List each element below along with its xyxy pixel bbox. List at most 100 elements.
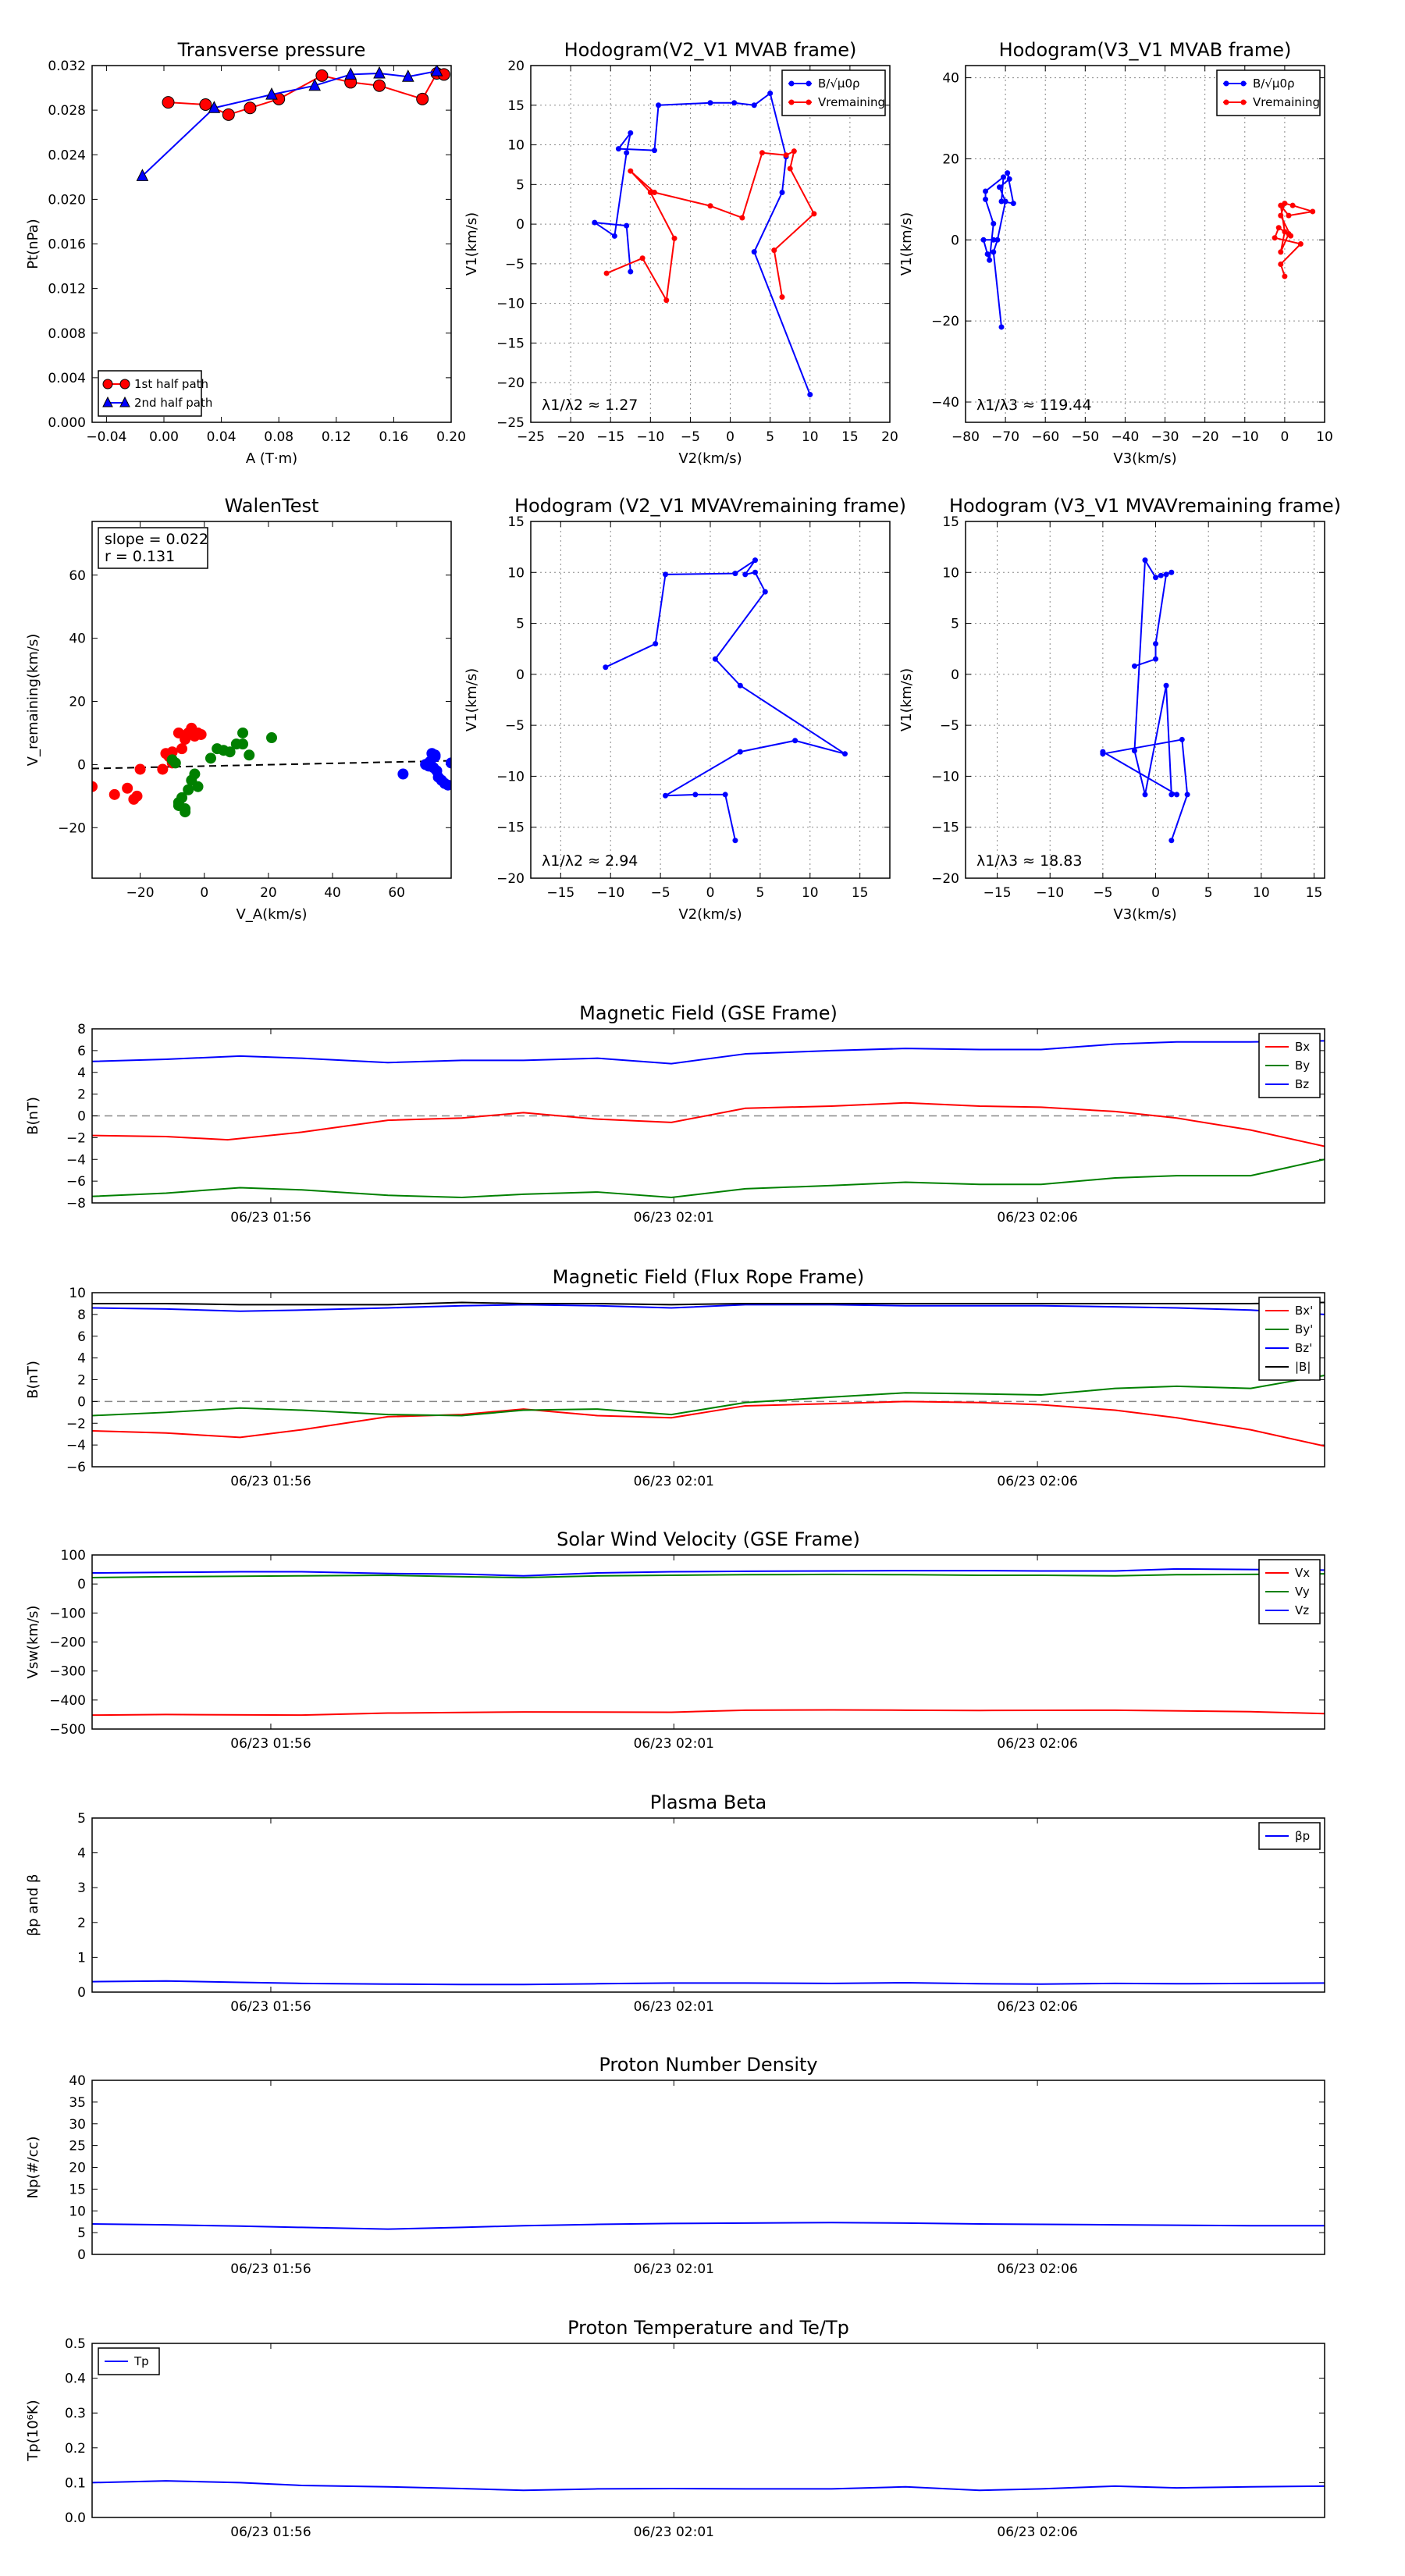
data-point — [983, 196, 989, 202]
data-point — [771, 247, 777, 254]
legend-label: Tp — [133, 2354, 149, 2368]
y-tick-label: −20 — [931, 871, 959, 887]
y-tick-label: 4 — [77, 1846, 86, 1862]
chart-title: Solar Wind Velocity (GSE Frame) — [557, 1528, 860, 1550]
data-point — [222, 108, 235, 121]
x-tick-label: −80 — [951, 429, 980, 445]
legend: 1st half path 2nd half path — [98, 370, 212, 417]
x-axis-label: V3(km/s) — [1113, 906, 1176, 923]
data-point — [373, 79, 386, 92]
y-tick-label: −20 — [931, 314, 959, 329]
data-point — [1163, 571, 1169, 578]
x-tick-label: 5 — [1204, 885, 1213, 901]
data-point — [980, 237, 987, 243]
data-point — [1168, 838, 1175, 844]
y-tick-label: −20 — [496, 375, 525, 391]
y-tick-label: 0 — [77, 2247, 86, 2263]
axes-frame — [965, 65, 1325, 423]
data-point — [416, 92, 429, 105]
scatter-point — [237, 738, 249, 750]
y-tick-label: −10 — [931, 769, 959, 785]
legend: Vx Vy Vz — [1258, 1559, 1321, 1624]
plot-area — [603, 557, 848, 844]
chart-title: Proton Temperature and Te/Tp — [567, 2317, 849, 2339]
data-point — [737, 749, 743, 755]
series-line — [92, 1158, 1325, 1199]
x-axis-label: V3(km/s) — [1113, 450, 1176, 467]
data-point — [592, 219, 598, 226]
scatter-point — [122, 782, 133, 794]
scatter-point — [131, 790, 143, 802]
x-tick-label: 5 — [766, 429, 774, 445]
y-tick-label: 8 — [77, 1022, 86, 1037]
legend-label: Vx — [1295, 1566, 1310, 1580]
x-tick-label: 06/23 02:01 — [634, 1474, 714, 1489]
axes-frame — [91, 65, 452, 423]
y-axis-label: Tp(10⁶K) — [25, 2400, 41, 2461]
walen-test-chart: WalenTest −20 0 20 40 60 −20 0 20 40 60 V_A(km/s) V_… — [25, 495, 452, 923]
data-point — [983, 188, 989, 194]
x-tick-label: −25 — [517, 429, 545, 445]
legend: Bx By Bz — [1258, 1033, 1321, 1098]
y-tick-label: −20 — [58, 820, 86, 836]
y-tick-label: 6 — [77, 1044, 86, 1059]
hodogram-v3-v1-mvav-chart: Hodogram (V3_V1 MVAVremaining frame) −15 −… — [898, 495, 1341, 923]
y-tick-label: 2 — [77, 1373, 86, 1389]
y-tick-label: 0 — [516, 217, 525, 233]
data-point — [663, 297, 670, 304]
x-tick-label: 06/23 02:06 — [997, 1736, 1077, 1752]
data-point — [208, 101, 221, 113]
scatter-point — [108, 788, 120, 800]
y-tick-label: −6 — [66, 1174, 86, 1190]
data-point — [1179, 736, 1185, 742]
scatter-point — [92, 781, 98, 792]
scatter-point — [205, 753, 216, 764]
scatter-point — [237, 727, 249, 738]
x-tick-label: 20 — [260, 885, 277, 901]
scatter-point — [446, 757, 451, 769]
data-point — [807, 391, 813, 397]
y-tick-label: 30 — [69, 2117, 86, 2133]
scatter-point — [157, 763, 169, 775]
x-tick-label: 06/23 01:56 — [230, 1736, 311, 1752]
data-point — [692, 792, 699, 798]
series-line — [92, 2480, 1325, 2492]
legend-box — [1216, 69, 1321, 116]
y-tick-label: −8 — [66, 1196, 86, 1212]
x-tick-label: 06/23 02:06 — [997, 2524, 1077, 2540]
data-point — [628, 168, 634, 174]
y-axis-label: B(nT) — [25, 1361, 41, 1399]
data-point — [136, 169, 149, 181]
data-point — [737, 682, 743, 688]
series-line — [141, 70, 437, 177]
x-tick-label: 06/23 01:56 — [230, 1999, 311, 2015]
data-point — [628, 269, 634, 275]
x-tick-label: 15 — [852, 885, 869, 901]
y-tick-label: 5 — [77, 1811, 86, 1827]
data-point — [628, 130, 634, 136]
y-tick-label: 0.028 — [48, 103, 86, 119]
legend-marker — [806, 80, 812, 87]
axes-frame — [91, 1028, 1325, 1204]
legend: Bx' By' Bz' |B| — [1258, 1297, 1321, 1381]
x-tick-label: 06/23 02:06 — [997, 1210, 1077, 1226]
scatter-point — [192, 781, 204, 792]
data-point — [752, 557, 758, 564]
x-axis-label: V2(km/s) — [678, 906, 742, 923]
plasma-beta-chart: Plasma Beta 06/23 01:56 06/23 02:01 06/23 0… — [25, 1791, 1325, 2015]
eigenvalue-ratio: λ1/λ3 ≈ 119.44 — [976, 397, 1092, 414]
y-tick-label: 0.016 — [48, 237, 86, 253]
y-axis-label: Pt(nPa) — [25, 219, 41, 269]
scatter-point — [397, 768, 409, 780]
axes-frame — [530, 521, 891, 879]
x-tick-label: −20 — [1191, 429, 1219, 445]
data-point — [762, 589, 768, 595]
y-axis-label: V1(km/s) — [898, 668, 915, 731]
y-tick-label: 10 — [69, 2204, 86, 2219]
data-point — [1168, 569, 1175, 575]
y-tick-label: 0.012 — [48, 282, 86, 297]
y-tick-label: 3 — [77, 1880, 86, 1896]
x-tick-label: −10 — [596, 885, 624, 901]
data-point — [791, 148, 797, 155]
y-tick-label: 0.3 — [65, 2406, 86, 2421]
